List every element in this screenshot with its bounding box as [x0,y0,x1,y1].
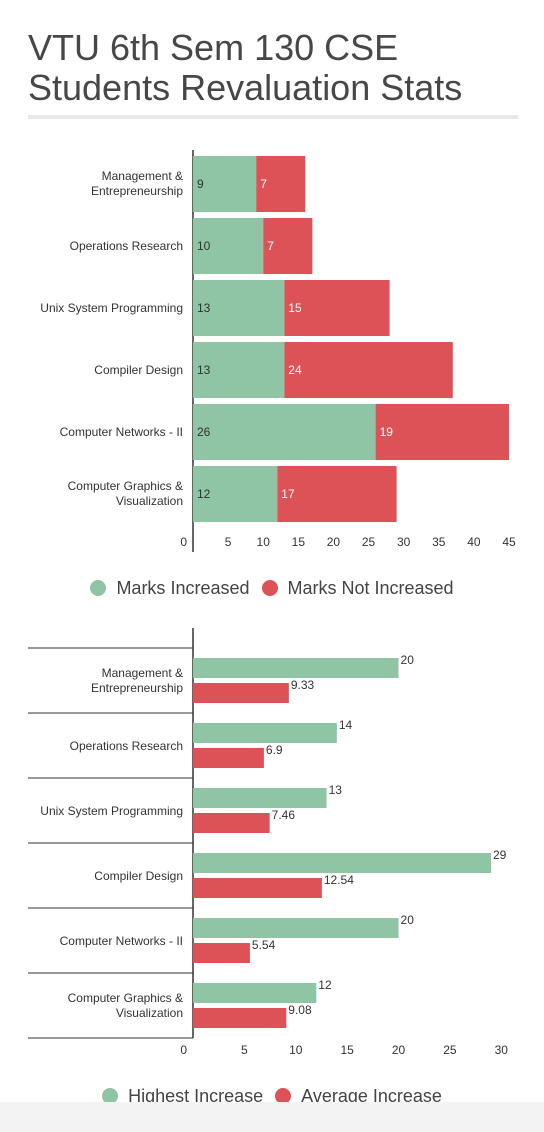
chart-revaluation-marks: Management & Entrepreneurship 9 7 Operations… [40,150,516,552]
legend-label: Highest Increase [128,1085,264,1106]
x-tick-label: 5 [225,535,232,549]
category-label: Unix System Programming [40,301,183,315]
data-label: 12 [197,487,211,501]
data-label: 12.54 [324,873,354,887]
x-tick-label: 15 [340,1043,354,1057]
title-divider [28,115,518,119]
bar-marks-increased [193,404,376,460]
data-label: 7 [267,239,274,253]
category-label: Operations Research [70,239,183,253]
category-label: Management & Entrepreneurship [91,169,183,198]
data-label: 13 [329,783,343,797]
data-label: 13 [197,301,211,315]
bar-average-increase [193,683,289,703]
x-tick-label: 20 [392,1043,406,1057]
x-tick-label: 40 [467,535,481,549]
chart-increase-stats: Management & Entrepreneurship 20 9.33 Operat… [28,628,509,1057]
x-tick-label: 20 [327,535,341,549]
data-label: 15 [288,301,302,315]
bar-marks-not-increased [263,218,313,274]
category-label: Computer Graphics & Visualization [68,479,183,508]
x-tick-label: 35 [432,535,446,549]
data-label: 19 [380,425,394,439]
bar-marks-not-increased [375,404,509,460]
data-label: 7 [260,177,267,191]
x-tick-label: 45 [502,535,516,549]
bar-marks-not-increased [256,156,306,212]
bar-highest-increase [193,658,399,678]
data-label: 17 [281,487,295,501]
x-tick-label: 5 [241,1043,248,1057]
bar-marks-not-increased [284,342,453,398]
bar-marks-not-increased [284,280,390,336]
bar-average-increase [193,748,264,768]
legend-label: Marks Not Increased [287,577,454,598]
category-label: Compiler Design [94,363,183,377]
x-tick-label: 0 [180,535,187,549]
legend-chart-1: Marks Increased Marks Not Increased [0,576,544,600]
category-label: Unix System Programming [40,804,183,818]
legend-item-highest-increase[interactable]: Highest Increase [102,1086,263,1107]
x-tick-label: 30 [495,1043,509,1057]
category-label: Compiler Design [94,869,183,883]
x-tick-label: 10 [257,535,271,549]
category-label: Computer Graphics & Visualization [68,991,183,1020]
x-tick-label: 25 [362,535,376,549]
data-label: 12 [318,978,332,992]
bar-marks-increased [193,218,264,274]
page-title: VTU 6th Sem 130 CSE Students Revaluation… [28,27,463,108]
bar-highest-increase [193,788,327,808]
x-tick-label: 30 [397,535,411,549]
legend-swatch-green [102,1088,119,1104]
legend-label: Average Increase [301,1085,442,1106]
data-label: 20 [401,913,415,927]
x-tick-label: 10 [289,1043,303,1057]
legend-item-marks-increased[interactable]: Marks Increased [90,577,250,599]
data-label: 13 [197,363,211,377]
legend-swatch-green [90,580,107,596]
bar-marks-increased [193,280,285,336]
bar-marks-increased [193,342,285,398]
data-label: 20 [401,653,415,667]
category-label: Management & Entrepreneurship [91,666,183,695]
bar-average-increase [193,878,322,898]
bottom-strip [0,1102,544,1132]
bar-highest-increase [193,983,317,1003]
data-label: 6.9 [266,743,283,757]
bar-average-increase [193,943,250,963]
legend-swatch-red [275,1088,292,1104]
bar-marks-increased [193,466,278,522]
data-label: 14 [339,718,353,732]
category-label: Computer Networks - II [60,425,183,439]
category-label: Computer Networks - II [60,934,183,948]
legend-item-marks-not-increased[interactable]: Marks Not Increased [261,577,454,599]
bar-marks-not-increased [277,466,397,522]
bar-highest-increase [193,723,337,743]
data-label: 9.33 [291,678,315,692]
data-label: 24 [288,363,302,377]
bar-highest-increase [193,853,491,873]
category-label: Operations Research [70,739,183,753]
legend-swatch-red [261,580,278,596]
bar-average-increase [193,1008,287,1028]
data-label: 10 [197,239,211,253]
x-tick-label: 0 [180,1043,187,1057]
data-label: 9.08 [288,1003,312,1017]
legend-item-average-increase[interactable]: Average Increase [275,1086,442,1107]
x-tick-label: 25 [443,1043,457,1057]
data-label: 5.54 [252,938,276,952]
bar-average-increase [193,813,270,833]
bar-marks-increased [193,156,257,212]
data-label: 7.46 [272,808,296,822]
data-label: 9 [197,177,204,191]
bar-highest-increase [193,918,399,938]
x-tick-label: 15 [292,535,306,549]
legend-chart-2: Highest Increase Average Increase [0,1084,544,1108]
data-label: 26 [197,425,211,439]
data-label: 29 [493,848,507,862]
legend-label: Marks Increased [116,577,250,598]
